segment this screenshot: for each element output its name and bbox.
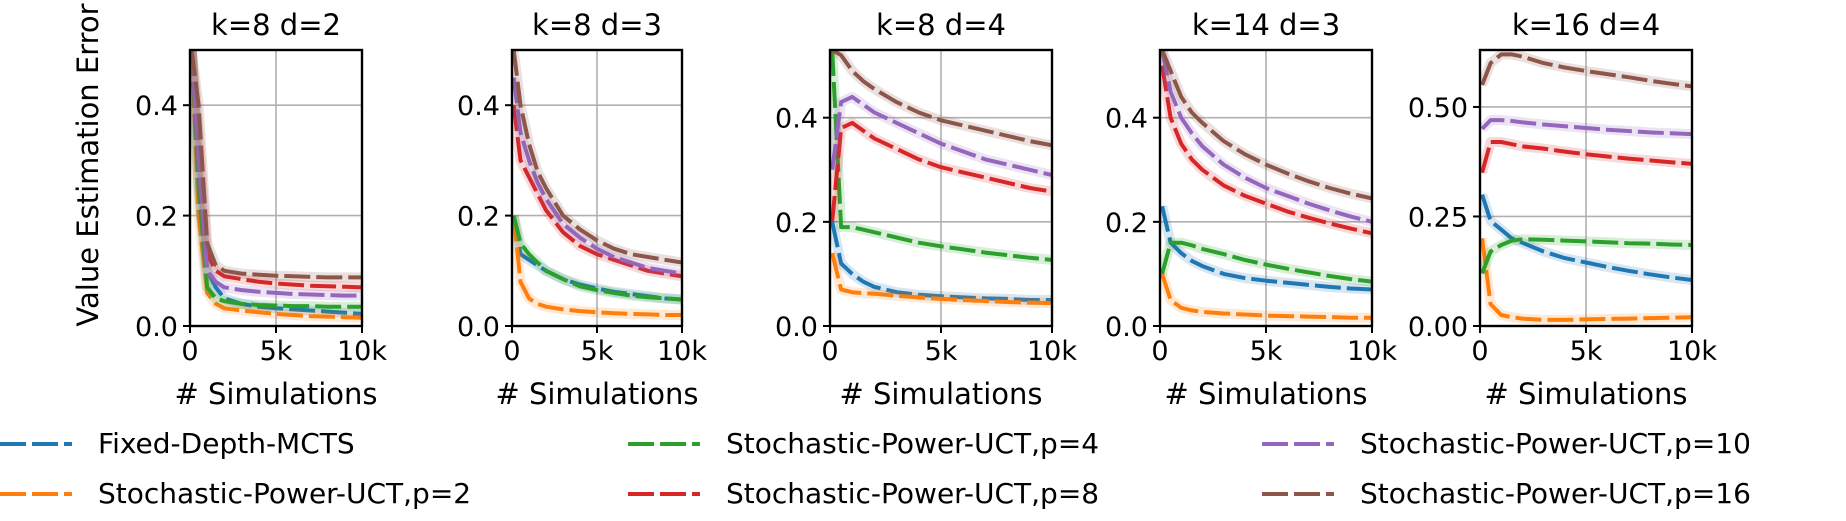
x-tick-label: 5k [260, 336, 293, 367]
x-tick-label: 5k [1250, 336, 1283, 367]
chart-title: k=16 d=4 [1512, 8, 1660, 42]
series-line [190, 50, 362, 280]
y-tick-label: 0.0 [1105, 312, 1148, 343]
legend-label: Stochastic-Power-UCT,p=4 [726, 427, 1099, 460]
y-tick-label: 0.2 [135, 202, 178, 233]
series-line [1160, 240, 1372, 284]
series-group [1160, 50, 1372, 323]
y-tick-label: 0.4 [135, 91, 178, 122]
series-line [830, 94, 1052, 177]
chart-panel-4: 0 5k 10k 0.0 0.2 0.4 k=14 d=3 # Simulations [1105, 8, 1397, 411]
chart-panel-1: 0 5k 10k 0.0 0.2 0.4 k=8 d=2 # Simulations [135, 8, 387, 411]
y-axis-label: Value Estimation Error [71, 3, 105, 326]
series-line [1480, 52, 1692, 89]
x-tick-label: 5k [581, 336, 614, 367]
series-line [830, 50, 1052, 262]
series-line [1160, 50, 1372, 224]
series-line [1480, 140, 1692, 174]
series-line [190, 50, 362, 309]
x-axis-label: # Simulations [1164, 377, 1367, 411]
y-tick-label: 0.50 [1408, 93, 1468, 124]
x-axis-label: # Simulations [174, 377, 377, 411]
legend-label: Fixed-Depth-MCTS [98, 427, 355, 460]
x-axis-label: # Simulations [839, 377, 1042, 411]
series-line [1160, 273, 1372, 320]
legend-item: Stochastic-Power-UCT,p=8 [628, 477, 1099, 510]
y-tick-label: 0.2 [1105, 208, 1148, 239]
series-line [1480, 238, 1692, 322]
y-tick-label: 0.00 [1408, 312, 1468, 343]
legend-item: Fixed-Depth-MCTS [0, 427, 355, 460]
series-line [512, 77, 682, 276]
y-tick-label: 0.4 [1105, 104, 1148, 135]
series-band [190, 50, 362, 283]
series-line [1160, 50, 1372, 201]
x-tick-label: 10k [1667, 336, 1717, 367]
series-line [512, 50, 682, 265]
series-group [512, 50, 682, 320]
y-tick-label: 0.2 [457, 202, 500, 233]
legend-item: Stochastic-Power-UCT,p=16 [1262, 477, 1751, 510]
y-tick-label: 0.2 [775, 208, 818, 239]
series-line [830, 120, 1052, 222]
x-tick-label: 0 [181, 336, 198, 367]
y-tick-label: 0.0 [457, 312, 500, 343]
series-band [512, 50, 682, 268]
y-tick-label: 0.0 [775, 312, 818, 343]
series-line [830, 221, 1052, 302]
series-group [1480, 50, 1692, 325]
legend-label: Stochastic-Power-UCT,p=8 [726, 477, 1099, 510]
series-line [512, 215, 682, 302]
y-tick-label: 0.4 [775, 104, 818, 135]
legend-label: Stochastic-Power-UCT,p=16 [1360, 477, 1751, 510]
series-line [1160, 205, 1372, 292]
series-band [190, 50, 362, 293]
legend-label: Stochastic-Power-UCT,p=10 [1360, 427, 1751, 460]
x-tick-label: 0 [1151, 336, 1168, 367]
series-line [190, 50, 362, 298]
chart-title: k=8 d=4 [876, 8, 1006, 42]
series-band [1160, 64, 1372, 239]
y-tick-label: 0.4 [457, 91, 500, 122]
series-line [512, 104, 682, 279]
series-band [1160, 50, 1372, 204]
legend: Fixed-Depth-MCTS Stochastic-Power-UCT,p=2… [0, 427, 1751, 510]
x-tick-label: 10k [337, 336, 387, 367]
chart-title: k=14 d=3 [1192, 8, 1340, 42]
series-line [830, 252, 1052, 306]
x-tick-label: 10k [1347, 336, 1397, 367]
series-line [831, 50, 1052, 148]
x-tick-label: 0 [821, 336, 838, 367]
y-tick-label: 0.0 [135, 312, 178, 343]
series-line [1480, 118, 1692, 137]
chart-title: k=8 d=2 [211, 8, 341, 42]
series-line [190, 50, 362, 290]
x-tick-label: 10k [1027, 336, 1077, 367]
legend-item: Stochastic-Power-UCT,p=2 [0, 477, 471, 510]
chart-panel-5: 0 5k 10k 0.00 0.25 0.50 k=16 d=4 # Simulations [1408, 8, 1717, 411]
x-tick-label: 5k [1570, 336, 1603, 367]
y-tick-label: 0.25 [1408, 202, 1468, 233]
x-axis-label: # Simulations [495, 377, 698, 411]
series-group [190, 50, 362, 323]
x-tick-label: 5k [925, 336, 958, 367]
series-line [512, 215, 682, 317]
x-tick-label: 0 [503, 336, 520, 367]
series-line [1480, 237, 1692, 275]
legend-label: Stochastic-Power-UCT,p=2 [98, 477, 471, 510]
chart-panel-3: 0 5k 10k 0.0 0.2 0.4 k=8 d=4 # Simulations [775, 8, 1077, 411]
x-axis-label: # Simulations [1484, 377, 1687, 411]
x-tick-label: 10k [657, 336, 707, 367]
x-tick-label: 0 [1471, 336, 1488, 367]
series-group [830, 50, 1052, 309]
series-line [190, 50, 362, 320]
chart-panel-2: 0 5k 10k 0.0 0.2 0.4 k=8 d=3 # Simulations [457, 8, 707, 411]
series-line [1160, 65, 1372, 236]
series-line [1480, 193, 1692, 282]
legend-item: Stochastic-Power-UCT,p=4 [628, 427, 1099, 460]
legend-item: Stochastic-Power-UCT,p=10 [1262, 427, 1751, 460]
chart-title: k=8 d=3 [532, 8, 662, 42]
